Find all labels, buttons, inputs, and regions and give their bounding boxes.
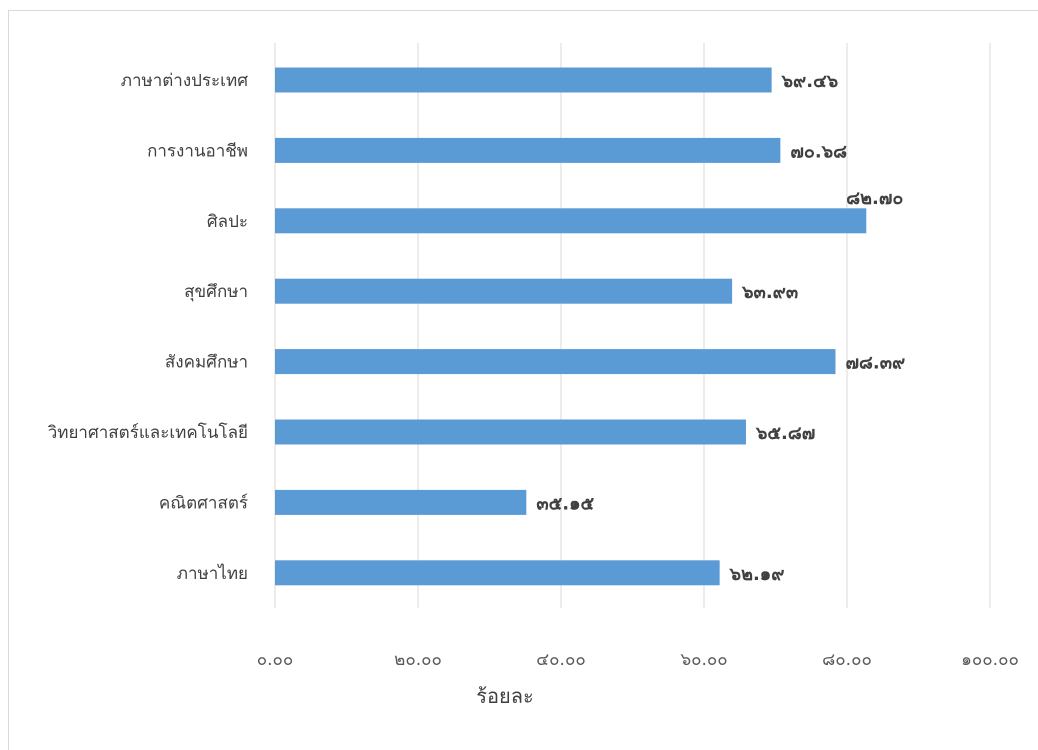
data-label: ๖๓.๙๓ [741,282,798,303]
bars [275,67,867,586]
bar [275,489,527,515]
category-label: ภาษาไทย [177,563,248,584]
category-label: การงานอาชีพ [147,141,248,161]
category-label: สังคมศึกษา [165,353,248,373]
bar [275,278,733,304]
data-label: ๖๕.๘๗ [755,423,815,444]
bar [275,208,867,234]
bar [275,349,836,375]
gridlines [274,43,991,608]
x-tick-label: ๑๐๐.๐๐ [961,650,1019,670]
data-label: ๘๒.๗๐ [846,188,903,209]
x-tick-label: ๒๐.๐๐ [394,650,442,670]
x-tick-label: ๐.๐๐ [257,650,294,670]
category-label: คณิตศาสตร์ [159,493,248,513]
x-tick-label: ๘๐.๐๐ [822,650,872,670]
category-labels: ภาษาต่างประเทศการงานอาชีพศิลปะสุขศึกษาสั… [47,71,248,584]
bar [275,560,720,586]
chart-area [8,10,1038,750]
category-label: วิทยาศาสตร์และเทคโนโลยี [47,422,248,443]
x-tick-label: ๖๐.๐๐ [680,650,727,670]
horizontal-bar-chart: ภาษาต่างประเทศการงานอาชีพศิลปะสุขศึกษาสั… [47,43,1019,708]
category-label: ศิลปะ [207,212,248,232]
data-label: ๗๐.๖๘ [790,141,847,162]
bar [275,137,781,163]
x-tick-labels: ๐.๐๐ ๒๐.๐๐ ๔๐.๐๐ ๖๐.๐๐ ๘๐.๐๐ ๑๐๐.๐๐ [257,650,1019,670]
data-label: ๓๕.๑๕ [536,493,594,514]
bar [275,419,746,445]
data-label: ๖๙.๔๖ [781,71,839,92]
data-label: ๖๒.๑๙ [729,564,785,585]
x-axis-title: ร้อยละ [476,684,533,708]
category-label: สุขศึกษา [184,282,248,302]
data-label: ๗๘.๓๙ [845,353,905,374]
x-tick-label: ๔๐.๐๐ [536,650,585,670]
bar [275,67,772,93]
category-label: ภาษาต่างประเทศ [121,71,248,91]
